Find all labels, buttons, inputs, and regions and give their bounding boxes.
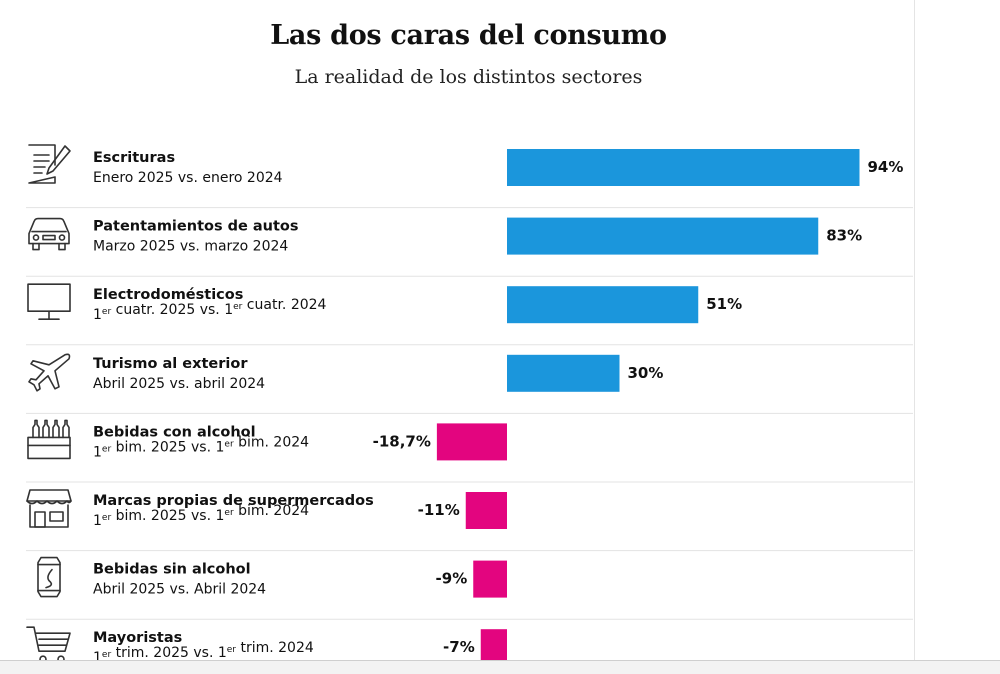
value-label: -7% — [443, 638, 475, 656]
category-label: Escrituras — [93, 150, 175, 166]
period-fragment: er — [224, 439, 234, 449]
chart-subtitle: La realidad de los distintos sectores — [294, 66, 643, 88]
chart-row: Patentamientos de autos Marzo 2025 vs. ma… — [26, 207, 913, 255]
period-fragment: 1 — [93, 307, 102, 323]
period-label: Abril 2025 vs. Abril 2024 — [93, 582, 266, 598]
period-fragment: trim. 2025 vs. 1 — [111, 645, 227, 661]
period-fragment: er — [233, 302, 243, 312]
bar — [465, 492, 507, 529]
chart-title: Las dos caras del consumo — [270, 20, 667, 51]
category-label: Turismo al exterior — [93, 356, 248, 372]
period-fragment: er — [224, 508, 234, 518]
period-fragment: er — [102, 444, 112, 454]
category-label: Electrodomésticos — [93, 287, 243, 303]
value-label: 94% — [868, 158, 904, 176]
period-label: Abril 2025 vs. abril 2024 — [93, 376, 265, 392]
value-label: 83% — [826, 227, 862, 245]
period-label: 1er bim. 2025 vs. 1er bim. 2024 — [93, 503, 309, 529]
value-label: -9% — [436, 570, 468, 588]
shopping-cart-icon — [26, 626, 71, 664]
store-icon — [26, 489, 72, 528]
chart-row: Turismo al exterior Abril 2025 vs. abril … — [26, 344, 913, 392]
period-label: 1er bim. 2025 vs. 1er bim. 2024 — [93, 434, 309, 460]
airplane-icon — [28, 353, 71, 392]
bar — [507, 286, 699, 324]
period-fragment: Marzo 2025 vs. marzo 2024 — [93, 239, 288, 255]
category-label: Bebidas sin alcohol — [93, 562, 251, 578]
period-fragment: cuatr. 2024 — [242, 297, 326, 313]
period-fragment: er — [227, 645, 237, 655]
category-label: Patentamientos de autos — [93, 219, 299, 235]
can-icon — [37, 556, 61, 598]
value-label: -11% — [418, 501, 460, 519]
period-label: 1er trim. 2025 vs. 1er trim. 2024 — [93, 640, 314, 666]
category-label: Bebidas con alcohol — [93, 424, 256, 440]
bar — [473, 560, 507, 598]
car-icon — [28, 217, 70, 251]
bar — [507, 149, 860, 186]
period-label: 1er cuatr. 2025 vs. 1er cuatr. 2024 — [93, 297, 327, 323]
period-fragment: 1 — [93, 513, 102, 529]
frame-line — [914, 0, 915, 673]
monitor-icon — [27, 283, 71, 321]
bar — [507, 217, 819, 255]
bottle-crate-icon — [27, 419, 71, 460]
period-fragment: cuatr. 2025 vs. 1 — [111, 302, 233, 318]
period-fragment: bim. 2025 vs. 1 — [111, 508, 224, 524]
period-fragment: er — [102, 650, 112, 660]
period-fragment: bim. 2025 vs. 1 — [111, 439, 224, 455]
period-fragment: 1 — [93, 650, 102, 666]
document-pen-icon — [28, 144, 71, 184]
period-fragment: Enero 2025 vs. enero 2024 — [93, 170, 283, 186]
bottom-scroll-strip — [0, 660, 1000, 674]
category-label: Mayoristas — [93, 630, 182, 646]
chart-row: Bebidas sin alcohol Abril 2025 vs. Abril … — [26, 550, 913, 598]
period-fragment: Abril 2025 vs. Abril 2024 — [93, 582, 266, 598]
period-fragment: er — [102, 307, 112, 317]
bar — [507, 354, 620, 392]
value-label: -18,7% — [373, 432, 431, 450]
category-label: Marcas propias de supermercados — [93, 493, 374, 509]
period-fragment: Abril 2025 vs. abril 2024 — [93, 376, 265, 392]
value-label: 51% — [706, 295, 742, 313]
period-label: Enero 2025 vs. enero 2024 — [93, 170, 283, 186]
period-fragment: bim. 2024 — [234, 434, 309, 450]
value-label: 30% — [628, 364, 664, 382]
period-label: Marzo 2025 vs. marzo 2024 — [93, 239, 288, 255]
chart-row: Escrituras Enero 2025 vs. enero 2024 94% — [28, 144, 904, 186]
period-fragment: 1 — [93, 444, 102, 460]
period-fragment: bim. 2024 — [234, 503, 309, 519]
period-fragment: trim. 2024 — [236, 640, 314, 656]
bar — [436, 423, 507, 461]
period-fragment: er — [102, 513, 112, 523]
